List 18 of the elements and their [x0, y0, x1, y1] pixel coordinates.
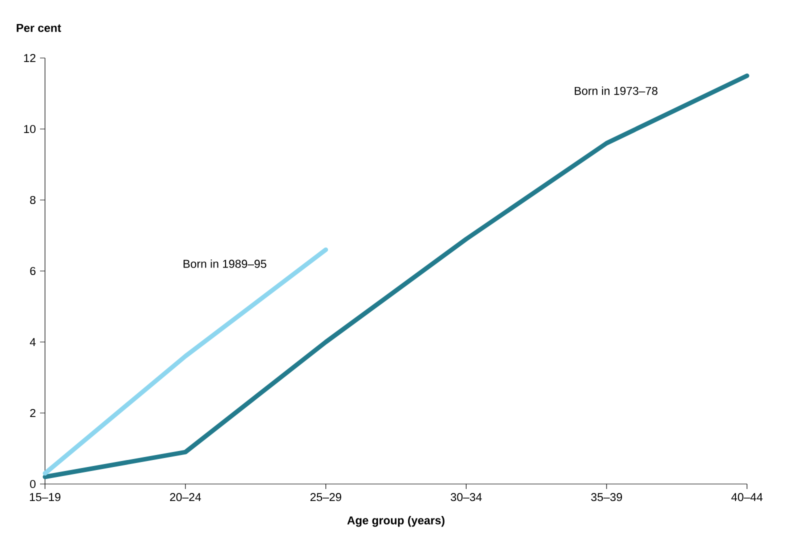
y-tick-label: 10 [24, 124, 36, 134]
x-tick-label: 15–19 [30, 493, 60, 502]
y-tick-label: 2 [30, 409, 36, 417]
x-tick-label: 25–29 [310, 493, 342, 502]
x-tick-label: 20–24 [170, 493, 201, 502]
series-label: Born in 1973–78 [574, 86, 658, 95]
y-tick-label: 6 [30, 266, 36, 276]
y-tick-label: 0 [30, 480, 36, 488]
x-tick-label: 35–39 [591, 493, 622, 502]
series-label: Born in 1989–95 [184, 259, 266, 268]
y-tick-label: 12 [24, 54, 36, 62]
line-series [42, 73, 750, 480]
y-axis-title: Per cent [16, 24, 62, 32]
x-tick-label: 40–44 [731, 493, 763, 502]
x-tick-label: 30–34 [450, 493, 482, 502]
y-tick-label: 8 [30, 196, 36, 204]
y-tick-label: 4 [30, 338, 36, 346]
x-axis-title: Age group (years) [347, 516, 444, 527]
